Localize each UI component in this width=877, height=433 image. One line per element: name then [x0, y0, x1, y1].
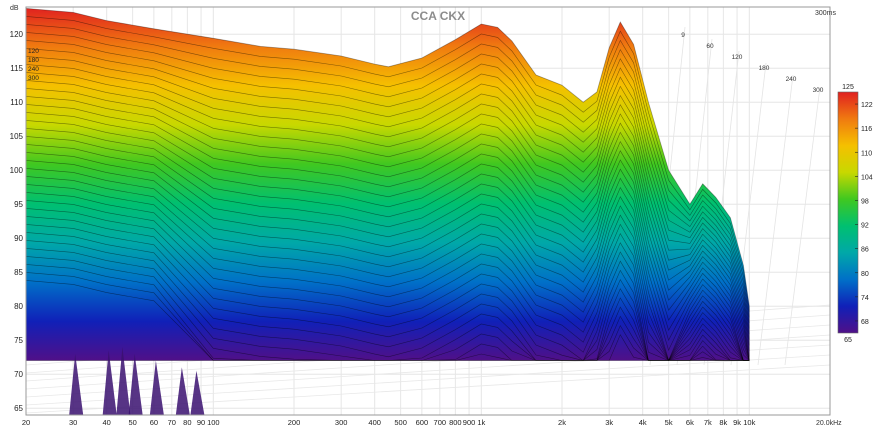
time-tick-label: 120: [28, 48, 39, 55]
x-tick-label: 2k: [558, 418, 566, 427]
colorbar-min-label: 65: [844, 337, 852, 344]
y-tick-label: 110: [10, 98, 23, 107]
waterfall-surface: [25, 7, 750, 415]
time-tick-label: 240: [786, 76, 797, 83]
y-tick-label: 90: [14, 234, 23, 243]
x-tick-label: 500: [394, 418, 407, 427]
colorbar-tick-label: 80: [861, 271, 869, 278]
y-tick-label: 100: [10, 166, 24, 175]
colorbar-tick-label: 110: [861, 150, 872, 157]
x-tick-label: 300: [335, 418, 348, 427]
y-tick-label: 70: [14, 370, 23, 379]
colorbar-tick-label: 122: [861, 102, 873, 109]
colorbar-tick-label: 68: [861, 319, 869, 326]
time-tick-label: 300: [28, 75, 39, 82]
x-tick-label: 10k: [743, 418, 755, 427]
x-tick-label: 400: [368, 418, 381, 427]
x-tick-label: 7k: [704, 418, 712, 427]
y-tick-label: 105: [10, 132, 24, 141]
colorbar-max-label: 125: [842, 84, 854, 91]
y-tick-label: 85: [14, 268, 23, 277]
y-tick-label: 115: [10, 64, 23, 73]
y-tick-label: 80: [14, 302, 23, 311]
time-unit-label: 300ms: [815, 10, 837, 17]
x-tick-label: 8k: [719, 418, 727, 427]
x-tick-label: 900: [463, 418, 476, 427]
x-tick-label: 30: [69, 418, 77, 427]
colorbar: 125 65 122 116 110 104 98 92 86 80 74 68: [837, 84, 873, 344]
colorbar-tick-label: 104: [861, 174, 873, 181]
time-tick-label: 9: [681, 32, 685, 39]
x-tick-label: 50: [128, 418, 136, 427]
colorbar-tick-label: 86: [861, 247, 869, 254]
colorbar-ramp: [837, 91, 859, 334]
x-tick-label: 600: [416, 418, 429, 427]
time-tick-label: 60: [706, 43, 714, 50]
x-tick-label: 60: [150, 418, 158, 427]
x-tick-label: 90: [197, 418, 205, 427]
colorbar-tick-label: 92: [861, 223, 869, 230]
time-tick-label: 240: [28, 66, 39, 73]
x-tick-label: 70: [168, 418, 176, 427]
x-tick-label: 700: [434, 418, 447, 427]
time-tick-label: 120: [732, 54, 743, 61]
y-tick-label: 120: [10, 30, 24, 39]
x-tick-label: 5k: [665, 418, 673, 427]
x-tick-label: 200: [288, 418, 301, 427]
x-tick-label: 6k: [686, 418, 694, 427]
time-tick-label: 180: [759, 65, 770, 72]
x-tick-label: 4k: [639, 418, 647, 427]
x-tick-label: 800: [449, 418, 462, 427]
chart-title: CCA CKX: [411, 9, 465, 23]
x-tick-label: 80: [183, 418, 191, 427]
x-tick-label: 9k: [733, 418, 741, 427]
colorbar-tick-label: 74: [861, 295, 869, 302]
y-tick-label: 65: [14, 404, 23, 413]
x-unit-label: 20.0kHz: [816, 420, 842, 427]
time-tick-label: 300: [813, 87, 824, 94]
axes: 65 70 75 80 85 90 95 100 105 110 115 120 20 30 40 50 60 7…: [10, 6, 831, 427]
colorbar-tick-label: 98: [861, 198, 869, 205]
x-tick-label: 100: [207, 418, 220, 427]
x-tick-label: 3k: [605, 418, 613, 427]
y-tick-label: 95: [14, 200, 23, 209]
x-tick-label: 40: [103, 418, 111, 427]
x-tick-label: 1k: [477, 418, 485, 427]
y-unit-label: dB: [10, 5, 19, 12]
y-tick-label: 75: [14, 336, 23, 345]
time-tick-label: 180: [28, 57, 39, 64]
colorbar-tick-label: 116: [861, 126, 872, 133]
x-tick-label: 20: [22, 418, 30, 427]
